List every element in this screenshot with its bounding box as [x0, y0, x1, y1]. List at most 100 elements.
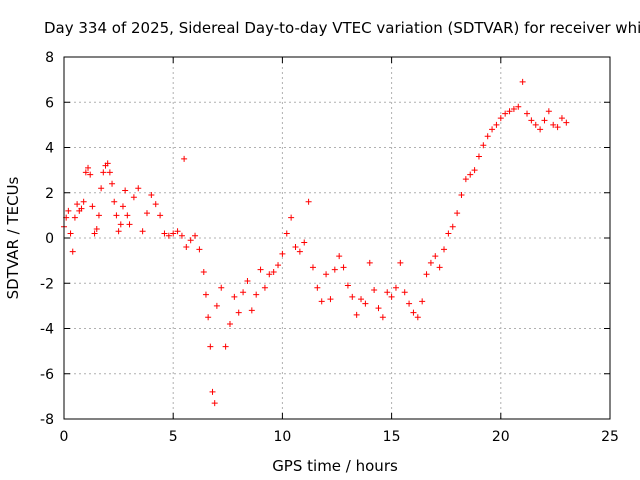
data-point [93, 225, 100, 232]
data-point [309, 264, 316, 271]
data-point [222, 343, 229, 350]
y-tick-label: -2 [40, 276, 54, 292]
data-point [235, 309, 242, 316]
data-point [218, 284, 225, 291]
data-point [554, 124, 561, 131]
data-point [493, 121, 500, 128]
data-point [187, 237, 194, 244]
data-point [192, 232, 199, 239]
data-point [353, 311, 360, 318]
x-tick-label: 15 [383, 429, 401, 445]
y-tick-label: 6 [45, 95, 54, 111]
data-point [174, 228, 181, 235]
data-point [178, 232, 185, 239]
data-point [397, 259, 404, 266]
data-point [524, 110, 531, 117]
x-tick-label: 20 [492, 429, 510, 445]
x-tick-label: 0 [60, 429, 69, 445]
data-point [74, 201, 81, 208]
data-point [366, 259, 373, 266]
data-point [148, 192, 155, 199]
data-point [266, 271, 273, 278]
axes: 0 5 10 15 20 25 -8 -6 -4 -2 0 2 4 6 8 [40, 50, 619, 445]
data-point [200, 268, 207, 275]
data-point [454, 210, 461, 217]
data-point [231, 293, 238, 300]
data-point [117, 221, 124, 228]
data-point [379, 314, 386, 321]
data-point [275, 262, 282, 269]
data-point [392, 284, 399, 291]
data-point [510, 106, 517, 113]
data-point [109, 180, 116, 187]
data-point [82, 169, 89, 176]
data-point [130, 194, 137, 201]
data-point [248, 307, 255, 314]
data-point [288, 214, 295, 221]
data-point [296, 248, 303, 255]
data-point [340, 264, 347, 271]
data-point [336, 253, 343, 260]
data-point [80, 198, 87, 205]
data-point [161, 230, 168, 237]
data-point [563, 119, 570, 126]
y-axis-title: SDTVAR / TECUs [4, 176, 22, 299]
data-point [122, 187, 129, 194]
data-point [515, 103, 522, 110]
data-point [67, 230, 74, 237]
data-point [106, 169, 113, 176]
data-point [65, 207, 72, 214]
data-point [100, 169, 107, 176]
data-point [305, 198, 312, 205]
data-point [410, 309, 417, 316]
data-point [85, 164, 92, 171]
data-point [283, 230, 290, 237]
data-point [401, 289, 408, 296]
data-point [550, 121, 557, 128]
data-point [244, 277, 251, 284]
data-point [558, 115, 565, 122]
data-point [471, 167, 478, 174]
data-point [358, 296, 365, 303]
data-point [436, 264, 443, 271]
x-axis-title: GPS time / hours [272, 457, 398, 475]
data-point [87, 171, 94, 178]
data-point [78, 205, 85, 212]
y-tick-label: -8 [40, 412, 54, 428]
data-point [209, 388, 216, 395]
data-point [143, 210, 150, 217]
data-point [165, 232, 172, 239]
data-point [528, 117, 535, 124]
data-point [279, 250, 286, 257]
data-point [371, 287, 378, 294]
data-point [497, 115, 504, 122]
data-point [362, 300, 369, 307]
data-point [331, 266, 338, 273]
data-point [384, 289, 391, 296]
data-point [69, 248, 76, 255]
grid [64, 57, 610, 419]
data-point [388, 293, 395, 300]
data-point [532, 121, 539, 128]
data-point [445, 230, 452, 237]
data-point [506, 108, 513, 115]
data-point [349, 293, 356, 300]
data-point [423, 271, 430, 278]
data-point [292, 244, 299, 251]
data-point [111, 198, 118, 205]
data-point [414, 314, 421, 321]
data-point [432, 253, 439, 260]
data-point [261, 284, 268, 291]
data-point [545, 108, 552, 115]
data-point [489, 126, 496, 133]
x-tick-label: 25 [601, 429, 619, 445]
data-point [115, 228, 122, 235]
data-point [104, 160, 111, 167]
data-points [61, 78, 570, 407]
data-point [91, 230, 98, 237]
x-tick-label: 5 [169, 429, 178, 445]
data-point [270, 268, 277, 275]
data-point [344, 282, 351, 289]
data-point [406, 300, 413, 307]
data-point [205, 314, 212, 321]
